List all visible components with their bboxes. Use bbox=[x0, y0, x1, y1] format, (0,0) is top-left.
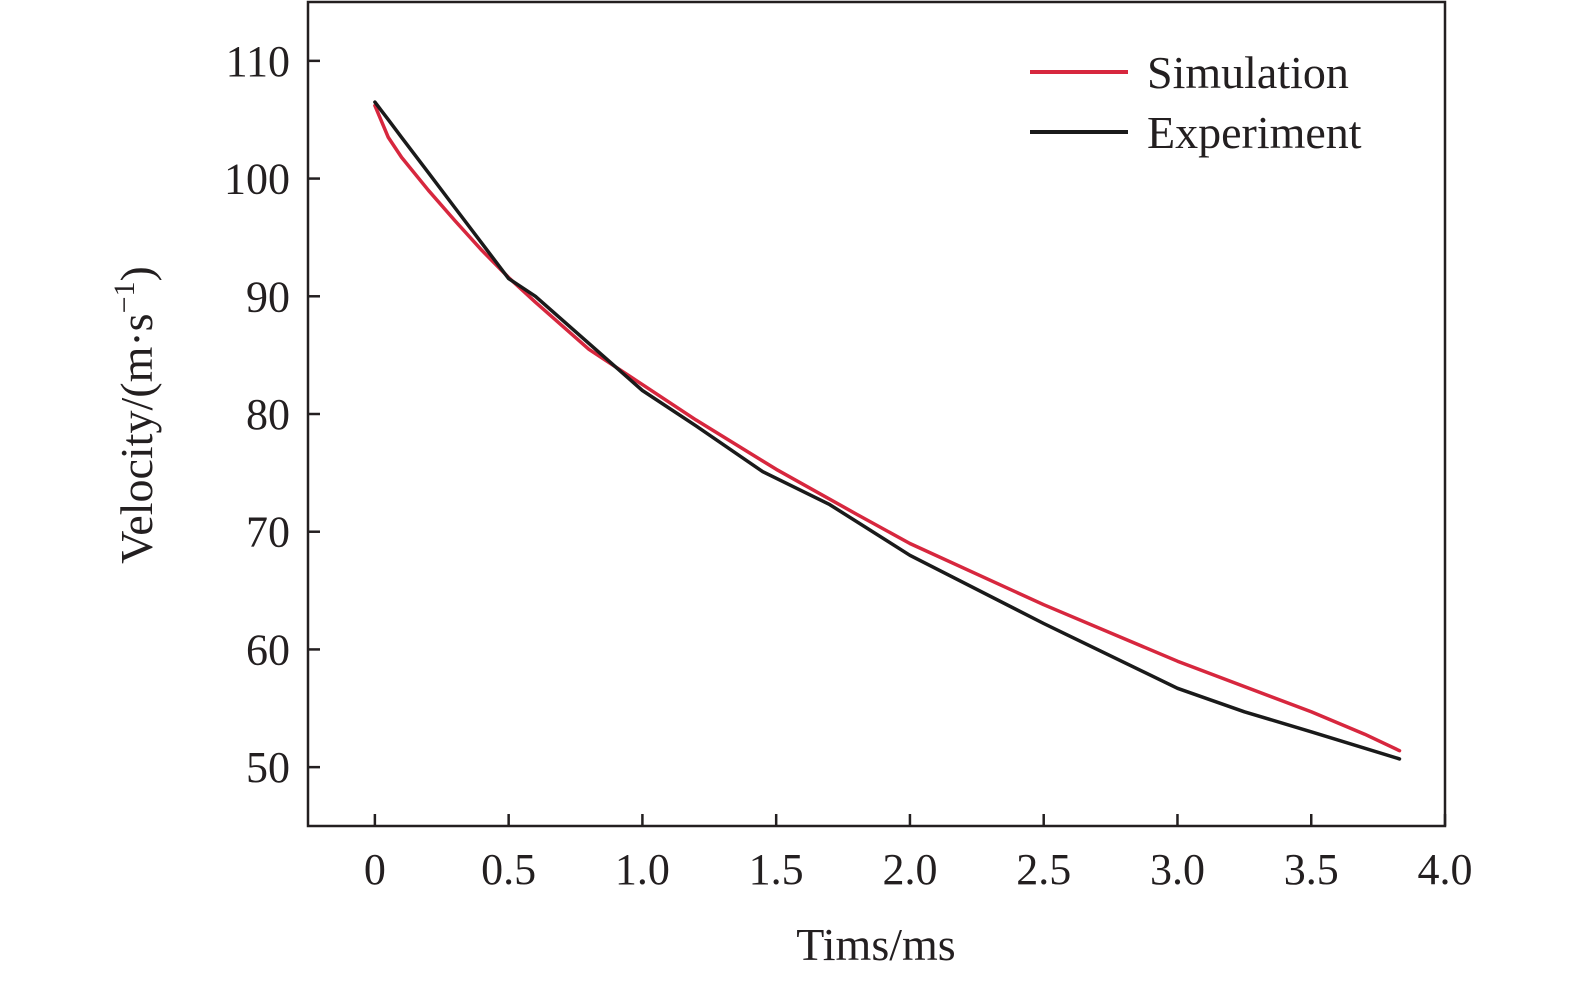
x-tick-label: 1.5 bbox=[749, 845, 804, 894]
legend-label-experiment: Experiment bbox=[1147, 107, 1362, 158]
y-tick-label: 110 bbox=[226, 37, 290, 86]
axes: 0 0.5 1.0 1.5 2.0 2.5 3.0 3.5 4.0 50 60 70 80 90 100 11… bbox=[224, 0, 1473, 894]
x-tick-label: 0 bbox=[364, 845, 386, 894]
x-tick-label: 3.0 bbox=[1150, 845, 1205, 894]
x-tick-label: 4.0 bbox=[1418, 845, 1473, 894]
y-tick-label: 70 bbox=[246, 508, 290, 557]
legend: Simulation Experiment bbox=[1030, 47, 1362, 158]
x-tick-label: 0.5 bbox=[481, 845, 536, 894]
x-tick-label: 2.5 bbox=[1016, 845, 1071, 894]
legend-label-simulation: Simulation bbox=[1147, 47, 1349, 98]
y-axis-title-main: Velocity/(m·s bbox=[111, 313, 162, 563]
y-tick-label: 50 bbox=[246, 743, 290, 792]
series-line-simulation bbox=[373, 103, 1402, 753]
y-tick-label: 90 bbox=[246, 272, 290, 321]
y-axis-title-close: ) bbox=[111, 266, 162, 281]
series-line-experiment bbox=[373, 100, 1402, 761]
y-tick-label: 80 bbox=[246, 390, 290, 439]
y-axis-title: Velocity/(m·s−1) bbox=[108, 266, 162, 564]
x-axis-title: Tims/ms bbox=[796, 919, 955, 970]
y-axis-title-superscript: −1 bbox=[108, 282, 141, 314]
plot-area bbox=[373, 100, 1402, 761]
x-tick-label: 3.5 bbox=[1284, 845, 1339, 894]
y-tick-label: 60 bbox=[246, 625, 290, 674]
x-tick-label: 2.0 bbox=[882, 845, 937, 894]
y-tick-label: 100 bbox=[224, 155, 290, 204]
x-tick-label: 1.0 bbox=[615, 845, 670, 894]
